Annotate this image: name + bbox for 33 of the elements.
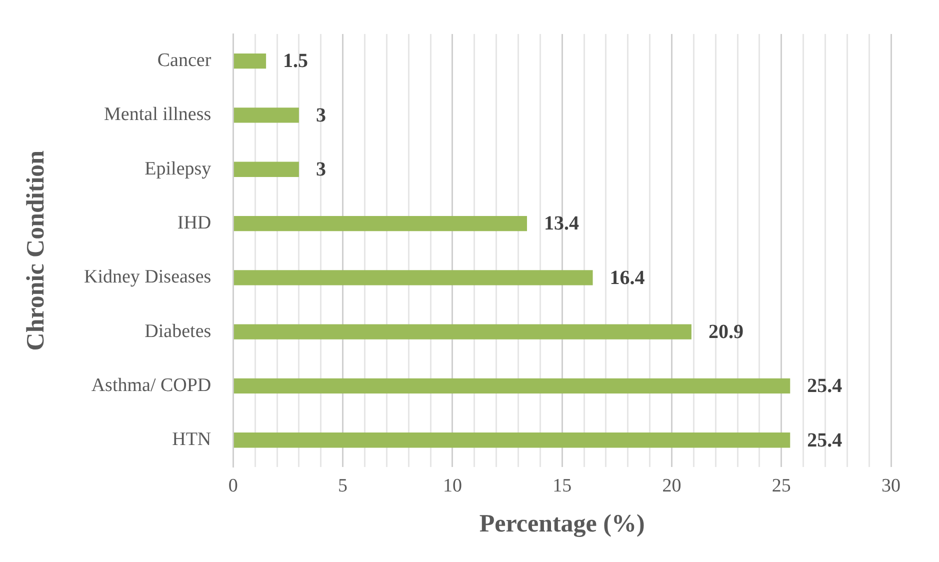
bar xyxy=(234,53,266,69)
data-label: 25.4 xyxy=(807,375,842,398)
bar xyxy=(234,108,299,123)
y-tick-label: Cancer xyxy=(157,50,212,72)
x-axis-title: Percentage (%) xyxy=(479,510,645,538)
bar xyxy=(234,270,593,286)
y-tick-label: Diabetes xyxy=(144,320,212,342)
data-label: 16.4 xyxy=(610,266,645,289)
bar xyxy=(234,378,790,394)
y-tick-label: IHD xyxy=(177,212,212,234)
data-label: 25.4 xyxy=(807,429,842,452)
x-tick-label: 15 xyxy=(552,476,572,497)
y-tick-label: HTN xyxy=(172,429,212,450)
bar xyxy=(234,324,692,340)
data-label: 1.5 xyxy=(283,50,308,72)
bar xyxy=(234,216,527,232)
y-tick-label: Mental illness xyxy=(104,104,212,126)
y-tick-label: Kidney Diseases xyxy=(84,266,212,288)
x-tick-label: 25 xyxy=(772,476,791,497)
data-label: 3 xyxy=(316,104,326,126)
x-tick-label: 10 xyxy=(442,476,462,497)
data-label: 3 xyxy=(316,158,326,181)
x-tick-label: 20 xyxy=(662,476,682,497)
bar xyxy=(234,432,790,448)
y-axis-title: Chronic Condition xyxy=(22,150,50,351)
data-label: 20.9 xyxy=(708,320,744,343)
x-tick-label: 5 xyxy=(338,476,348,497)
x-tick-label: 30 xyxy=(882,476,900,497)
y-tick-label: Epilepsy xyxy=(144,158,212,180)
bar xyxy=(234,162,299,177)
data-label: 13.4 xyxy=(544,212,579,235)
y-tick-label: Asthma/ COPD xyxy=(91,374,212,396)
x-tick-label: 0 xyxy=(228,476,238,497)
